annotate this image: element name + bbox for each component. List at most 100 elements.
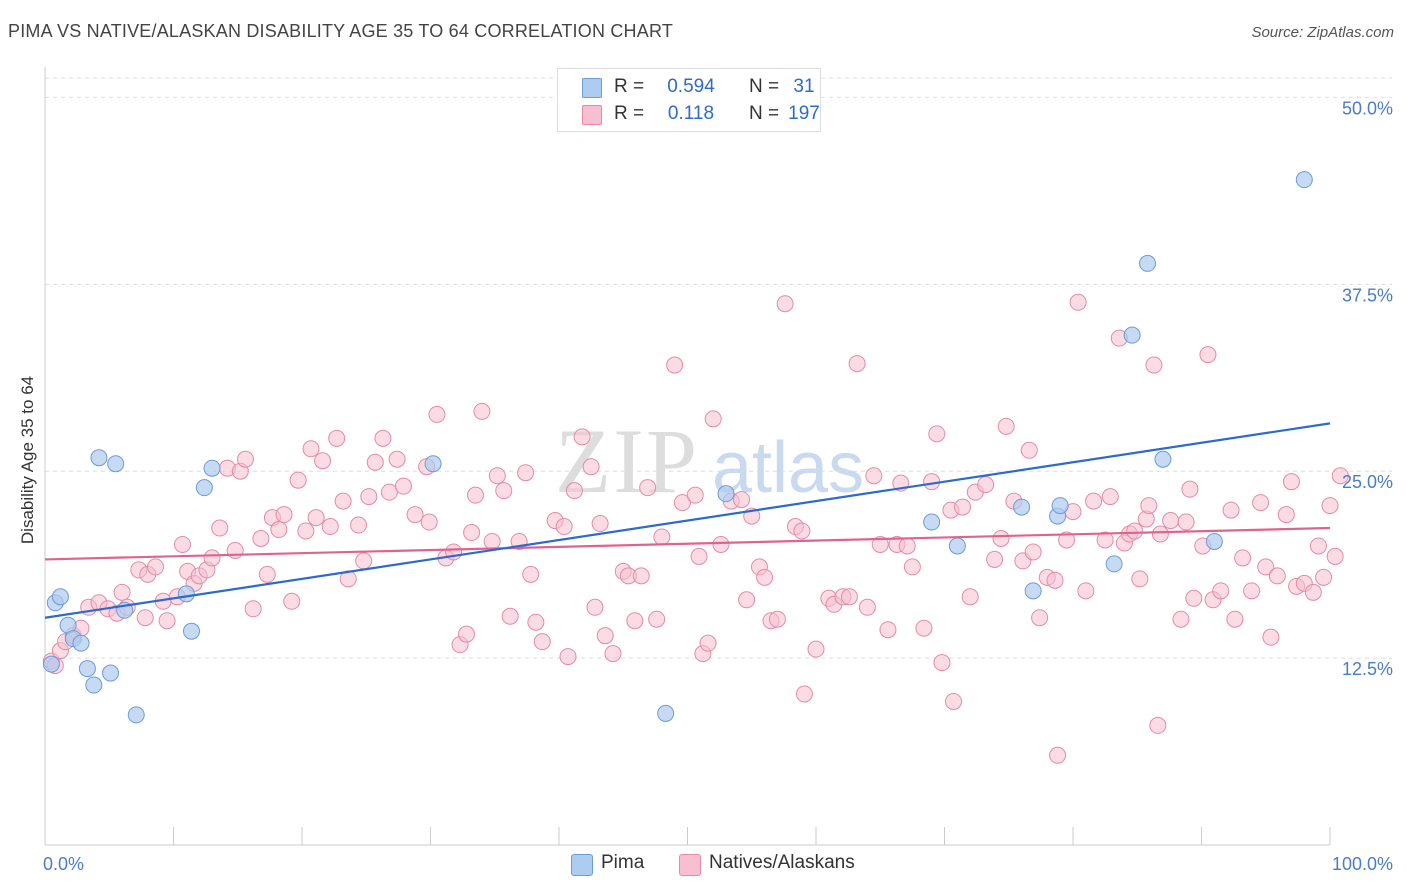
native-point xyxy=(258,565,276,583)
native-point xyxy=(275,506,293,524)
pima-point xyxy=(1013,498,1031,516)
r-label: R = xyxy=(614,76,645,97)
native-point xyxy=(1049,746,1067,764)
natives-swatch xyxy=(582,105,602,125)
pima-point xyxy=(717,485,735,503)
native-point xyxy=(1199,346,1217,364)
native-point xyxy=(1181,480,1199,498)
native-point xyxy=(1096,531,1114,549)
native-point xyxy=(953,498,971,516)
native-point xyxy=(136,609,154,627)
pima-point xyxy=(102,664,120,682)
pima-series xyxy=(42,171,1313,724)
n-label: N = xyxy=(749,76,780,97)
native-point xyxy=(466,486,484,504)
native-point xyxy=(270,521,288,539)
native-point xyxy=(903,558,921,576)
native-point xyxy=(686,486,704,504)
native-point xyxy=(360,488,378,506)
native-point xyxy=(473,402,491,420)
native-point xyxy=(1145,356,1163,374)
native-point xyxy=(648,610,666,628)
native-point xyxy=(1131,570,1149,588)
native-point xyxy=(1315,568,1333,586)
native-point xyxy=(1282,473,1300,491)
native-point xyxy=(977,476,995,494)
native-point xyxy=(533,633,551,651)
native-point xyxy=(1309,537,1327,555)
native-point xyxy=(483,532,501,550)
y-axis-label: Disability Age 35 to 64 xyxy=(18,376,37,544)
native-point xyxy=(211,519,229,537)
native-point xyxy=(653,528,671,546)
n-value: 31 xyxy=(793,76,815,97)
n-value: 197 xyxy=(788,103,820,124)
native-point xyxy=(582,458,600,476)
native-point xyxy=(632,567,650,585)
native-point xyxy=(738,591,756,609)
native-point xyxy=(639,479,657,497)
pima-point xyxy=(1205,532,1223,550)
native-point xyxy=(355,552,373,570)
native-point xyxy=(1185,589,1203,607)
native-point xyxy=(374,429,392,447)
native-point xyxy=(517,464,535,482)
native-point xyxy=(1151,525,1169,543)
native-point xyxy=(527,613,545,631)
pima-point xyxy=(85,676,103,694)
native-point xyxy=(495,482,513,500)
native-point xyxy=(1101,488,1119,506)
native-point xyxy=(302,440,320,458)
native-point xyxy=(1031,609,1049,627)
native-point xyxy=(961,588,979,606)
native-point xyxy=(173,535,191,553)
native-point xyxy=(604,645,622,663)
native-point xyxy=(1277,506,1295,524)
native-point xyxy=(328,429,346,447)
native-point xyxy=(933,654,951,672)
native-point xyxy=(848,355,866,373)
native-point xyxy=(591,515,609,533)
native-point xyxy=(666,356,684,374)
native-point xyxy=(463,524,481,542)
native-point xyxy=(1077,582,1095,600)
native-point xyxy=(879,621,897,639)
native-point xyxy=(289,471,307,489)
pima-point xyxy=(1295,171,1313,189)
native-point xyxy=(986,550,1004,568)
native-point xyxy=(113,583,131,601)
native-point xyxy=(1212,582,1230,600)
native-point xyxy=(1262,628,1280,646)
source-label: Source: ZipAtlas.com xyxy=(1251,24,1394,41)
native-point xyxy=(1140,497,1158,515)
native-point xyxy=(1331,467,1349,485)
native-point xyxy=(1046,571,1064,589)
chart-title: PIMA VS NATIVE/ALASKAN DISABILITY AGE 35… xyxy=(8,21,674,41)
pima-point xyxy=(424,455,442,473)
pima-point xyxy=(1024,582,1042,600)
native-point xyxy=(406,506,424,524)
native-point xyxy=(1321,497,1339,515)
pima-point xyxy=(78,660,96,678)
natives-trend-line xyxy=(44,526,1331,561)
native-point xyxy=(1326,547,1344,565)
pima-point xyxy=(657,704,675,722)
native-point xyxy=(1058,531,1076,549)
native-point xyxy=(573,428,591,446)
native-point xyxy=(793,522,811,540)
native-point xyxy=(1177,513,1195,531)
pima-point xyxy=(51,588,69,606)
pima-point xyxy=(195,479,213,497)
native-point xyxy=(565,482,583,500)
native-point xyxy=(1149,716,1167,734)
native-point xyxy=(388,450,406,468)
native-point xyxy=(871,535,889,553)
native-point xyxy=(915,619,933,637)
pima-point xyxy=(948,537,966,555)
correlation-legend: R = 0.594 N = 31 R = 0.118 N = 197 xyxy=(557,68,821,132)
pima-point xyxy=(203,459,221,477)
native-point xyxy=(1172,610,1190,628)
r-value: 0.594 xyxy=(667,76,715,97)
natives-legend-swatch xyxy=(679,854,701,876)
